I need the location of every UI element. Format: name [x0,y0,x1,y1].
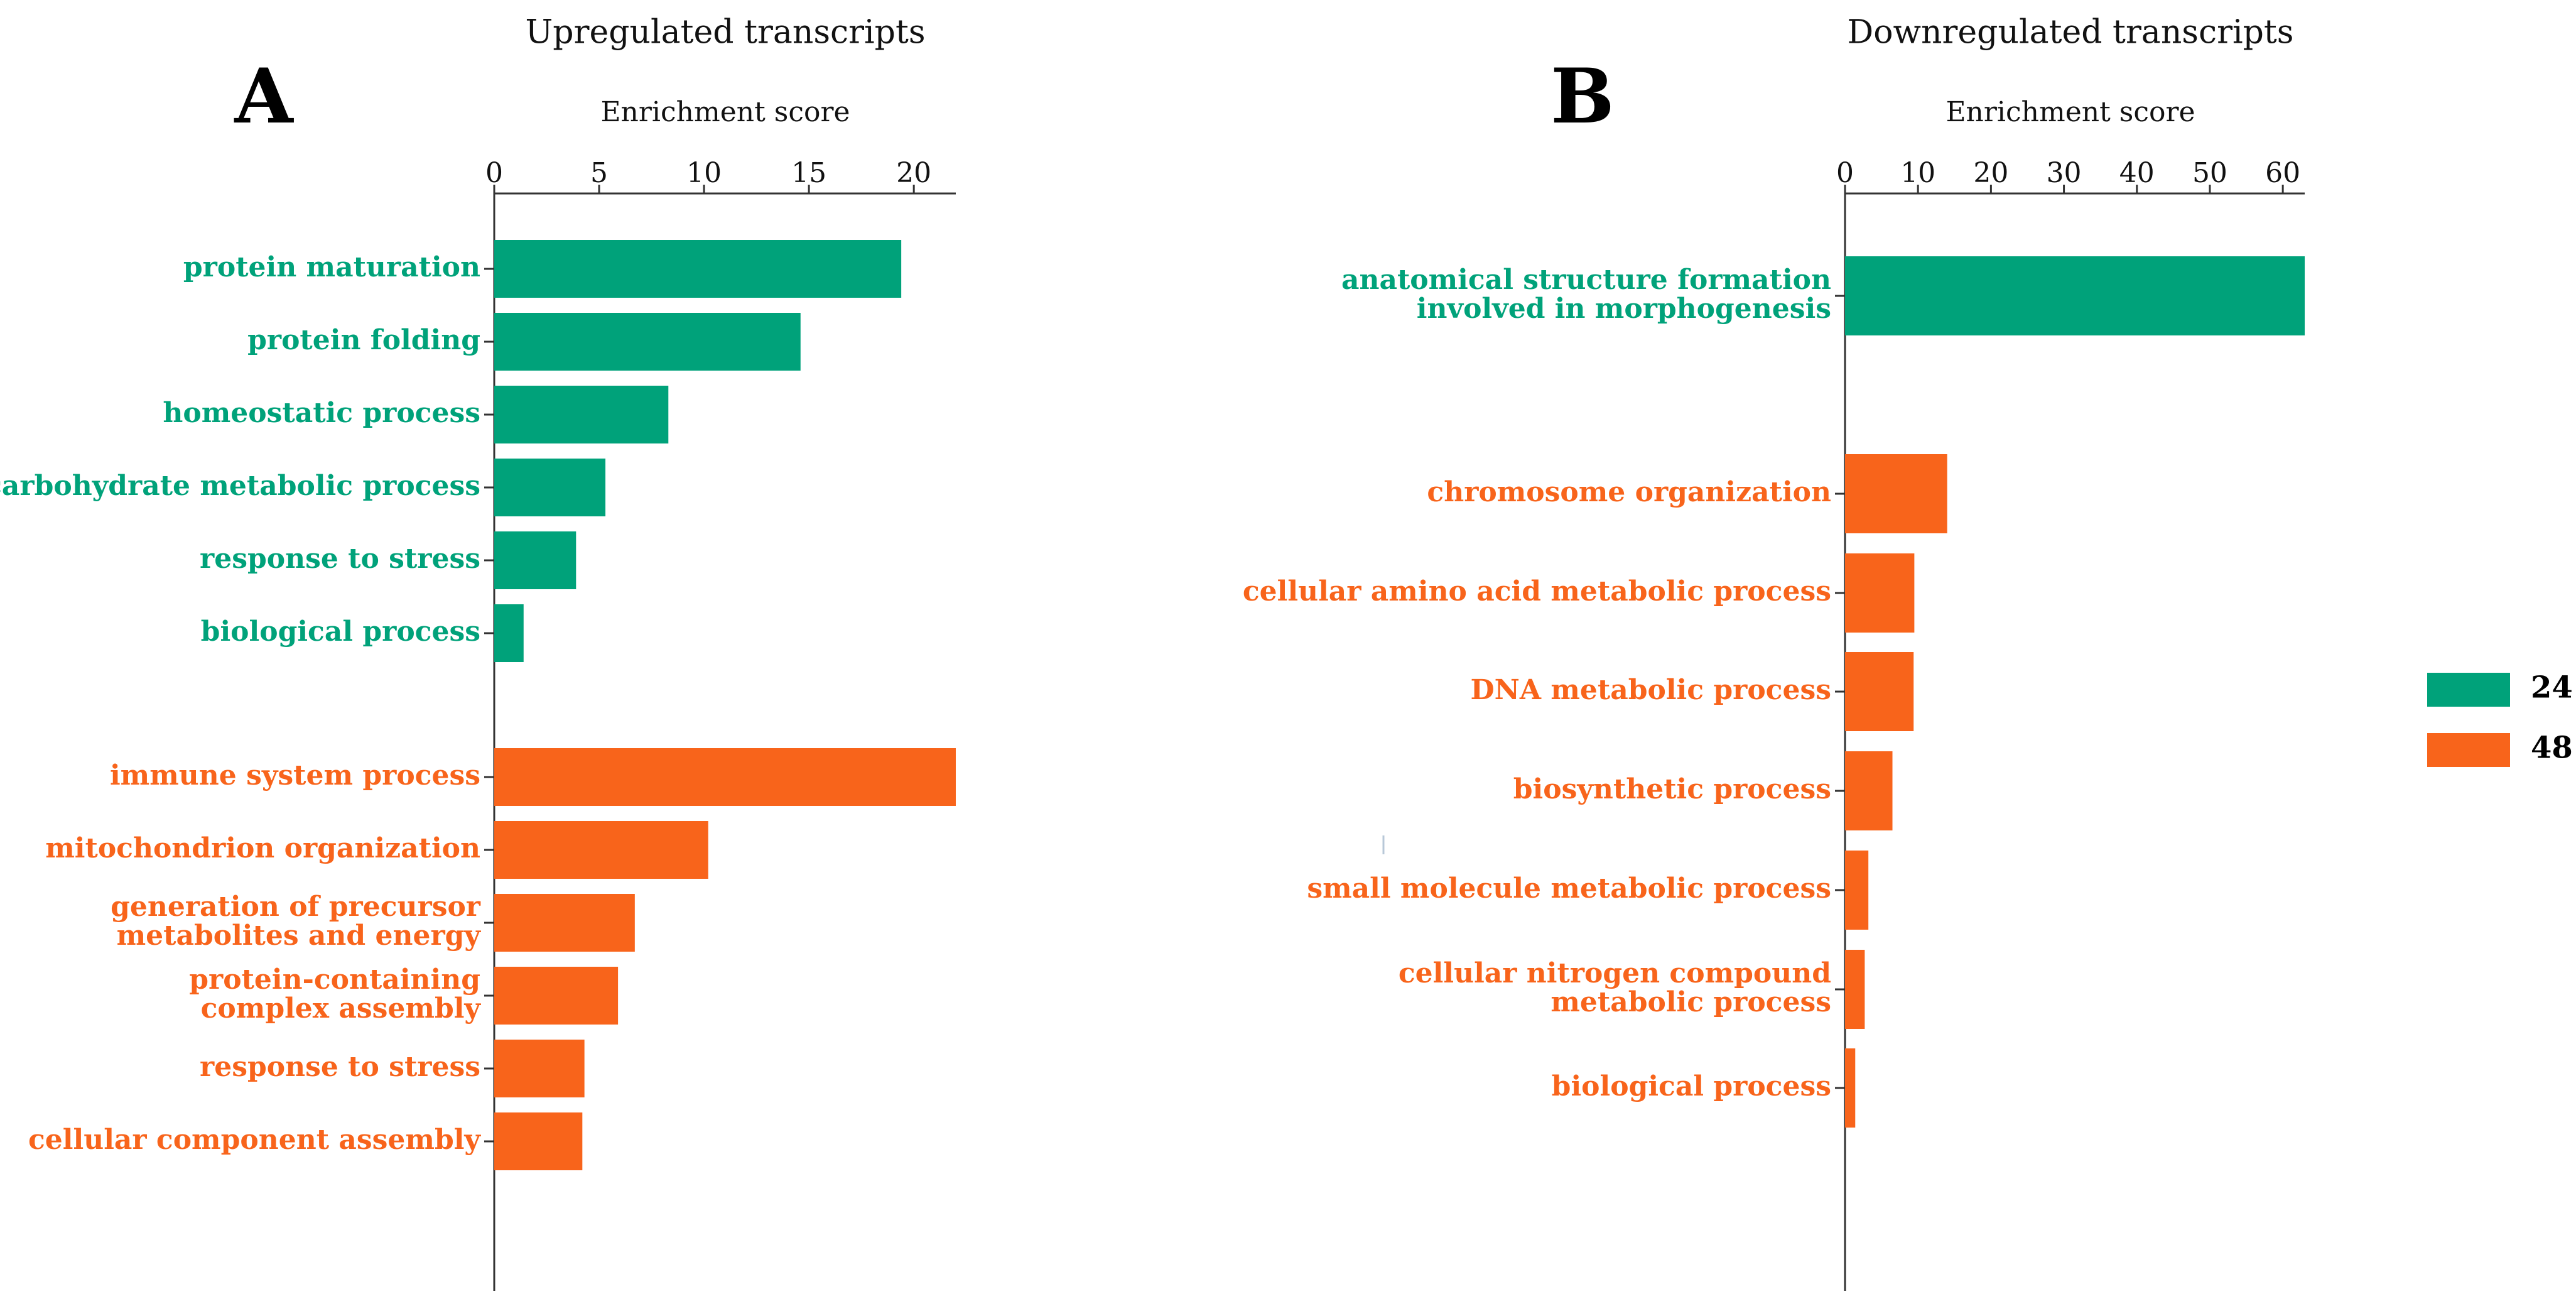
panel-letter: A [234,52,294,141]
category-label: DNA metabolic process [1471,674,1832,706]
bar [494,240,902,298]
category-label: carbohydrate metabolic process [0,470,480,502]
category-label-line: homeostatic process [163,397,480,429]
bar [494,604,524,662]
x-tick-label: 40 [2119,157,2155,189]
bar [1845,851,1869,930]
category-label-line: cellular component assembly [28,1124,481,1156]
category-label-line: biosynthetic process [1513,773,1831,805]
bar [494,313,801,371]
panel-b: Downregulated transcripts B Enrichment sco… [1243,14,2305,1291]
category-label: generation of precursor metabolites and e… [111,891,481,952]
category-label-line: biological process [201,616,480,648]
bar [1845,553,1915,633]
category-label: mitochondrion organization [45,832,480,864]
panel-a: Upregulated transcripts A Enrichment score… [0,14,956,1291]
bar [494,531,576,589]
category-label-line: protein-containing [189,964,480,996]
x-tick-label: 20 [1973,157,2008,189]
x-tick-label: 15 [791,157,826,189]
category-label-line: cellular amino acid metabolic process [1243,575,1831,607]
category-label-line: biological process [1552,1070,1831,1102]
bar [1845,1048,1856,1128]
x-axis-title: Enrichment score [1946,96,2195,128]
x-tick-label: 0 [1836,157,1854,189]
bar [1845,256,2305,335]
legend-label: 48 [2531,731,2573,766]
bar [1845,454,1947,533]
category-label-line: mitochondrion organization [45,832,480,864]
bar [1845,950,1865,1029]
category-label-line: anatomical structure formation [1341,264,1831,296]
category-label-line: small molecule metabolic process [1307,873,1831,905]
category-label: cellular nitrogen compound metabolic proc… [1399,957,1831,1018]
category-label-line: metabolites and energy [117,920,482,952]
category-label: protein maturation [183,251,480,283]
category-label: cellular amino acid metabolic process [1243,575,1831,607]
category-label: biosynthetic process [1513,773,1831,805]
bar [494,748,956,806]
category-label-line: protein folding [247,324,480,356]
x-tick-label: 20 [896,157,931,189]
legend: 24 48 [2427,670,2573,767]
bar [1845,751,1893,830]
category-label-line: metabolic process [1550,986,1831,1018]
category-label-line: generation of precursor [111,891,481,923]
category-label: chromosome organization [1427,476,1831,508]
x-tick-label: 30 [2047,157,2082,189]
category-label: response to stress [200,1051,480,1083]
category-label: response to stress [200,543,480,575]
category-label: protein folding [247,324,480,356]
x-tick-label: 50 [2192,157,2227,189]
category-label-line: immune system process [110,759,480,791]
category-label-line: response to stress [200,1051,480,1083]
category-label: small molecule metabolic process [1307,873,1831,905]
category-label: anatomical structure formation involved i… [1341,264,1831,325]
category-label-line: DNA metabolic process [1471,674,1832,706]
legend-swatch [2427,673,2510,707]
bar [494,386,669,443]
bar [494,1112,583,1170]
category-label-line: response to stress [200,543,480,575]
category-label: biological process [201,616,480,648]
category-label-line: cellular nitrogen compound [1399,957,1831,989]
legend-label: 24 [2531,670,2573,705]
category-label: immune system process [110,759,480,791]
bar [494,894,635,952]
panel-title: Upregulated transcripts [525,14,925,52]
x-tick-label: 5 [590,157,608,189]
bar [494,459,606,516]
category-label-line: complex assembly [201,992,482,1025]
x-tick-label: 0 [485,157,503,189]
x-axis-title: Enrichment score [600,96,850,128]
legend-swatch [2427,733,2510,767]
category-label-line: chromosome organization [1427,476,1831,508]
category-label: cellular component assembly [28,1124,481,1156]
category-label: homeostatic process [163,397,480,429]
x-tick-label: 60 [2265,157,2300,189]
category-label-line: involved in morphogenesis [1417,293,1831,325]
category-label: protein-containing complex assembly [189,964,481,1025]
x-tick-label: 10 [1900,157,1935,189]
panel-letter: B [1550,52,1614,141]
bar [494,967,619,1025]
panel-title: Downregulated transcripts [1848,14,2294,52]
category-label-line: protein maturation [183,251,480,283]
x-tick-label: 10 [686,157,722,189]
category-label-line: carbohydrate metabolic process [0,470,480,502]
bar [494,1040,585,1097]
category-label: biological process [1552,1070,1831,1102]
bar [494,821,708,879]
bar [1845,652,1914,731]
